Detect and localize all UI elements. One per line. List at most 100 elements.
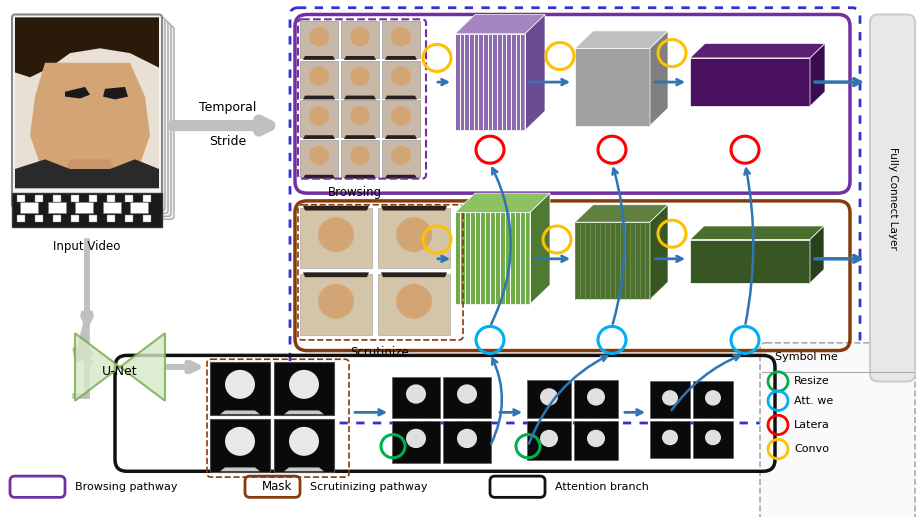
FancyBboxPatch shape: [24, 26, 174, 219]
Polygon shape: [303, 135, 335, 139]
Polygon shape: [303, 272, 369, 277]
Bar: [527, 421, 571, 460]
Bar: [378, 208, 450, 268]
Bar: [71, 195, 79, 202]
Text: Att. we: Att. we: [794, 396, 834, 406]
Bar: [378, 275, 450, 335]
Circle shape: [396, 284, 432, 318]
Bar: [20, 202, 38, 214]
Bar: [210, 419, 270, 472]
Circle shape: [350, 106, 370, 126]
Polygon shape: [103, 87, 128, 99]
Polygon shape: [455, 212, 530, 304]
Text: Browsing pathway: Browsing pathway: [75, 482, 177, 492]
Polygon shape: [385, 175, 417, 179]
Circle shape: [540, 430, 558, 447]
Polygon shape: [284, 410, 324, 414]
Bar: [103, 202, 120, 214]
Polygon shape: [344, 135, 376, 139]
Circle shape: [662, 430, 678, 445]
Text: Mask: Mask: [262, 480, 292, 493]
Bar: [300, 275, 372, 335]
Circle shape: [318, 284, 354, 318]
Bar: [382, 61, 420, 98]
Circle shape: [391, 27, 411, 47]
Circle shape: [391, 67, 411, 86]
Bar: [527, 379, 571, 418]
Circle shape: [457, 384, 477, 404]
Polygon shape: [284, 467, 324, 472]
Circle shape: [350, 67, 370, 86]
Circle shape: [396, 217, 432, 252]
Circle shape: [309, 146, 329, 165]
FancyBboxPatch shape: [21, 23, 171, 216]
FancyArrowPatch shape: [672, 355, 740, 410]
Bar: [392, 377, 440, 418]
Polygon shape: [690, 58, 810, 106]
Polygon shape: [455, 14, 545, 34]
Circle shape: [318, 217, 354, 252]
Bar: [341, 100, 379, 137]
Circle shape: [225, 427, 255, 456]
Bar: [392, 421, 440, 463]
Polygon shape: [690, 43, 825, 58]
Bar: [300, 140, 338, 177]
Bar: [17, 216, 25, 222]
Polygon shape: [385, 56, 417, 60]
Text: Temporal: Temporal: [199, 101, 257, 114]
Bar: [125, 195, 133, 202]
FancyBboxPatch shape: [245, 476, 300, 497]
Bar: [107, 216, 115, 222]
Bar: [443, 377, 491, 418]
Bar: [574, 379, 618, 418]
Polygon shape: [525, 14, 545, 130]
Polygon shape: [650, 205, 668, 299]
Polygon shape: [303, 56, 335, 60]
Circle shape: [309, 67, 329, 86]
Bar: [35, 216, 43, 222]
FancyBboxPatch shape: [490, 476, 545, 497]
Bar: [71, 216, 79, 222]
Circle shape: [350, 146, 370, 165]
Polygon shape: [65, 87, 90, 99]
Polygon shape: [220, 467, 260, 472]
Polygon shape: [575, 205, 668, 222]
FancyBboxPatch shape: [10, 476, 65, 497]
Polygon shape: [381, 206, 447, 210]
Bar: [693, 421, 733, 458]
Bar: [300, 61, 338, 98]
Bar: [53, 216, 61, 222]
Bar: [341, 21, 379, 58]
FancyArrowPatch shape: [491, 168, 510, 324]
FancyBboxPatch shape: [12, 14, 162, 208]
Bar: [382, 21, 420, 58]
Polygon shape: [75, 333, 120, 401]
Polygon shape: [650, 31, 668, 126]
Text: Fully Connect Layer: Fully Connect Layer: [888, 147, 898, 249]
Text: Input Video: Input Video: [53, 239, 120, 252]
Circle shape: [309, 106, 329, 126]
Polygon shape: [344, 96, 376, 99]
Circle shape: [587, 388, 605, 406]
Bar: [210, 362, 270, 415]
Circle shape: [705, 390, 721, 406]
Bar: [650, 382, 690, 418]
Bar: [274, 362, 334, 415]
Circle shape: [350, 27, 370, 47]
Text: Stride: Stride: [209, 135, 247, 148]
Bar: [143, 216, 151, 222]
Text: Scrutinize: Scrutinize: [351, 346, 409, 359]
Polygon shape: [575, 48, 650, 126]
Bar: [89, 216, 97, 222]
Polygon shape: [810, 226, 824, 283]
Circle shape: [225, 370, 255, 399]
Polygon shape: [575, 31, 668, 48]
Bar: [143, 195, 151, 202]
Bar: [130, 202, 148, 214]
Bar: [382, 140, 420, 177]
Text: Latera: Latera: [794, 420, 830, 430]
Polygon shape: [30, 63, 150, 172]
Polygon shape: [303, 96, 335, 99]
Bar: [693, 382, 733, 418]
Circle shape: [309, 27, 329, 47]
